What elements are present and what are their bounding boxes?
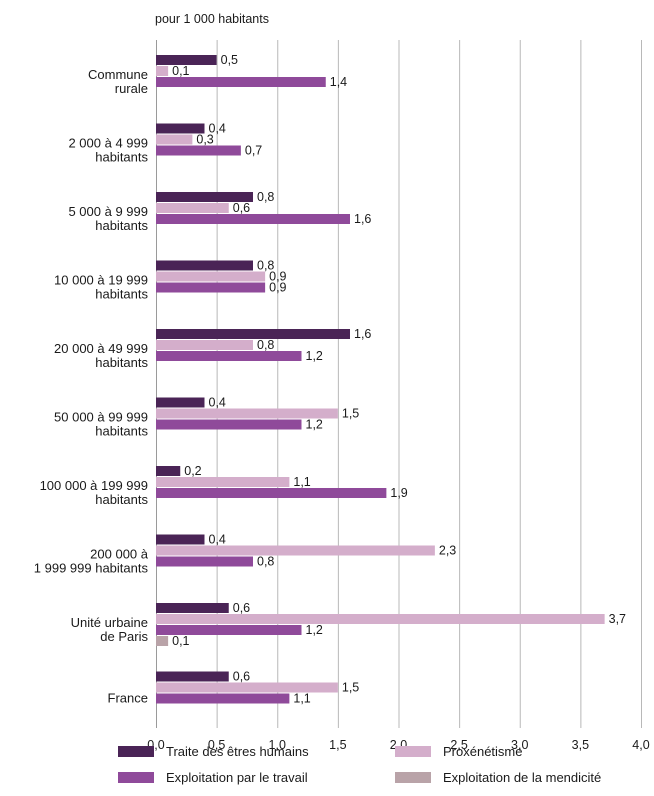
legend-label: Exploitation par le travail [166, 770, 308, 785]
bar [156, 488, 387, 498]
value-label: 1,1 [293, 692, 310, 706]
bar [156, 693, 290, 704]
bar [156, 419, 302, 430]
value-label: 0,4 [209, 122, 226, 136]
x-tick-label: 2,5 [450, 738, 467, 752]
value-label: 0,8 [257, 555, 274, 569]
category-label: 5 000 à 9 999 habitants [68, 204, 148, 233]
legend-label: Traite des êtres humains [166, 744, 309, 759]
legend-label: Exploitation de la mendicité [443, 770, 601, 785]
x-tick-label: 3,5 [572, 738, 589, 752]
bar [156, 203, 229, 213]
value-label: 1,6 [354, 212, 371, 226]
bar [156, 545, 435, 556]
unit-label: pour 1 000 habitants [155, 12, 269, 26]
value-label: 0,6 [233, 670, 250, 684]
category-label: 10 000 à 19 999 habitants [54, 273, 148, 302]
x-tick-label: 0,5 [208, 738, 225, 752]
value-label: 0,2 [184, 464, 201, 478]
value-label: 0,5 [221, 53, 238, 67]
category-label: Unité urbaine de Paris [71, 615, 149, 644]
legend-swatch [395, 772, 431, 783]
bar [156, 271, 266, 282]
x-tick-label: 4,0 [632, 738, 649, 752]
value-label: 1,2 [306, 623, 323, 637]
value-label: 0,8 [257, 190, 274, 204]
bar [156, 134, 193, 145]
legend: Traite des êtres humains Proxénétisme Expl… [118, 744, 601, 785]
value-label: 0,7 [245, 144, 262, 158]
legend-label: Proxénétisme [443, 744, 522, 759]
value-label: 1,9 [390, 486, 407, 500]
bar [156, 466, 181, 476]
value-label: 0,6 [233, 601, 250, 615]
value-label: 1,6 [354, 327, 371, 341]
x-tick-label: 3,0 [511, 738, 528, 752]
category-labels: Commune rurale 2 000 à 4 999 habitants 5 000… [34, 67, 149, 706]
value-label: 1,5 [342, 407, 359, 421]
value-label: 1,1 [293, 475, 310, 489]
bar [156, 556, 253, 567]
x-axis-ticks: 0,0 0,5 1,0 1,5 2,0 2,5 3,0 3,5 4,0 [147, 738, 649, 752]
legend-swatch [118, 746, 154, 757]
x-tick-label: 1,5 [329, 738, 346, 752]
value-label: 0,4 [209, 533, 226, 547]
bars [156, 55, 605, 704]
bar [156, 351, 302, 361]
value-label: 1,2 [306, 349, 323, 363]
category-label: 50 000 à 99 999 habitants [54, 410, 148, 439]
value-label: 2,3 [439, 544, 456, 558]
category-label: 100 000 à 199 999 habitants [40, 478, 149, 507]
bar [156, 123, 205, 134]
value-label: 0,9 [269, 270, 286, 284]
bar [156, 671, 229, 682]
bar [156, 340, 253, 350]
bar [156, 477, 290, 487]
bar [156, 260, 253, 271]
bar [156, 614, 605, 624]
value-label: 0,8 [257, 338, 274, 352]
bar [156, 636, 169, 646]
bar [156, 145, 241, 156]
value-label: 0,9 [269, 281, 286, 295]
category-label: 20 000 à 49 999 habitants [54, 341, 148, 370]
category-label: Commune rurale [88, 67, 148, 96]
value-label: 0,3 [196, 133, 213, 147]
bar [156, 682, 338, 693]
bar [156, 397, 205, 408]
value-label: 0,4 [209, 396, 226, 410]
bar [156, 534, 205, 545]
bar [156, 66, 169, 76]
bar [156, 77, 326, 87]
value-label: 3,7 [609, 612, 626, 626]
legend-swatch [118, 772, 154, 783]
bar [156, 329, 350, 339]
value-label: 1,5 [342, 681, 359, 695]
value-label: 1,4 [330, 75, 347, 89]
bar [156, 625, 302, 635]
value-label: 0,8 [257, 259, 274, 273]
gridlines [156, 40, 642, 728]
category-label: France [108, 691, 148, 706]
value-label: 0,1 [172, 64, 189, 78]
bar [156, 55, 217, 65]
x-tick-label: 1,0 [269, 738, 286, 752]
bar [156, 408, 338, 419]
bar [156, 214, 350, 224]
legend-swatch [395, 746, 431, 757]
bar [156, 282, 266, 293]
value-labels: 0,50,11,40,40,30,70,80,61,60,80,90,91,60… [172, 53, 626, 706]
value-label: 0,6 [233, 201, 250, 215]
value-label: 0,1 [172, 634, 189, 648]
category-label: 2 000 à 4 999 habitants [68, 136, 148, 165]
bar [156, 192, 253, 202]
value-label: 1,2 [306, 418, 323, 432]
bar [156, 603, 229, 613]
